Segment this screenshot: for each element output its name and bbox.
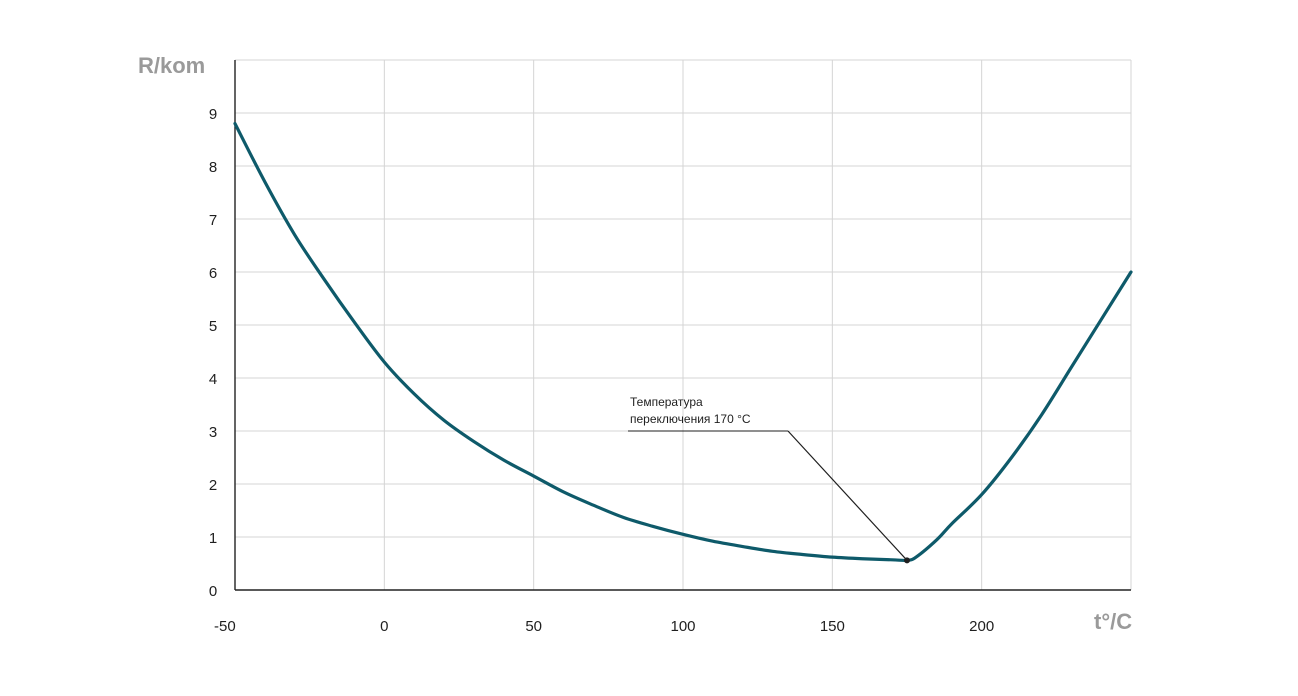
y-tick-label: 4 [209, 371, 217, 388]
series-layer [233, 122, 1133, 563]
annotation-leader-line [787, 430, 908, 561]
y-tick-label: 6 [209, 265, 217, 282]
x-axis-title: t°/C [1094, 609, 1132, 634]
y-tick-label: 7 [209, 212, 217, 229]
grid [234, 59, 1132, 591]
y-tick-label: 9 [209, 106, 217, 123]
x-tick-label: 150 [820, 618, 845, 635]
axes: 0 1 2 3 4 5 6 7 8 9 -50 0 50 100 150 200 [209, 60, 1131, 635]
x-tick-label: 100 [670, 618, 695, 635]
annotation-marker [904, 557, 910, 564]
annotation: Температура переключения 170 °C [628, 395, 910, 564]
y-tick-label: 3 [209, 424, 217, 441]
annotation-text-line2: переключения 170 °C [630, 412, 751, 426]
x-tick-label: 50 [525, 618, 542, 635]
y-tick-label: 0 [209, 583, 217, 600]
y-axis-title: R/kom [138, 53, 205, 78]
resistance-curve [233, 122, 1133, 563]
y-tick-label: 1 [209, 530, 217, 547]
x-tick-label: -50 [214, 618, 236, 635]
x-tick-label: 200 [969, 618, 994, 635]
y-tick-label: 2 [209, 477, 217, 494]
y-tick-label: 8 [209, 159, 217, 176]
y-tick-label: 5 [209, 318, 217, 335]
x-tick-label: 0 [380, 618, 388, 635]
annotation-text-line1: Температура [630, 395, 703, 409]
